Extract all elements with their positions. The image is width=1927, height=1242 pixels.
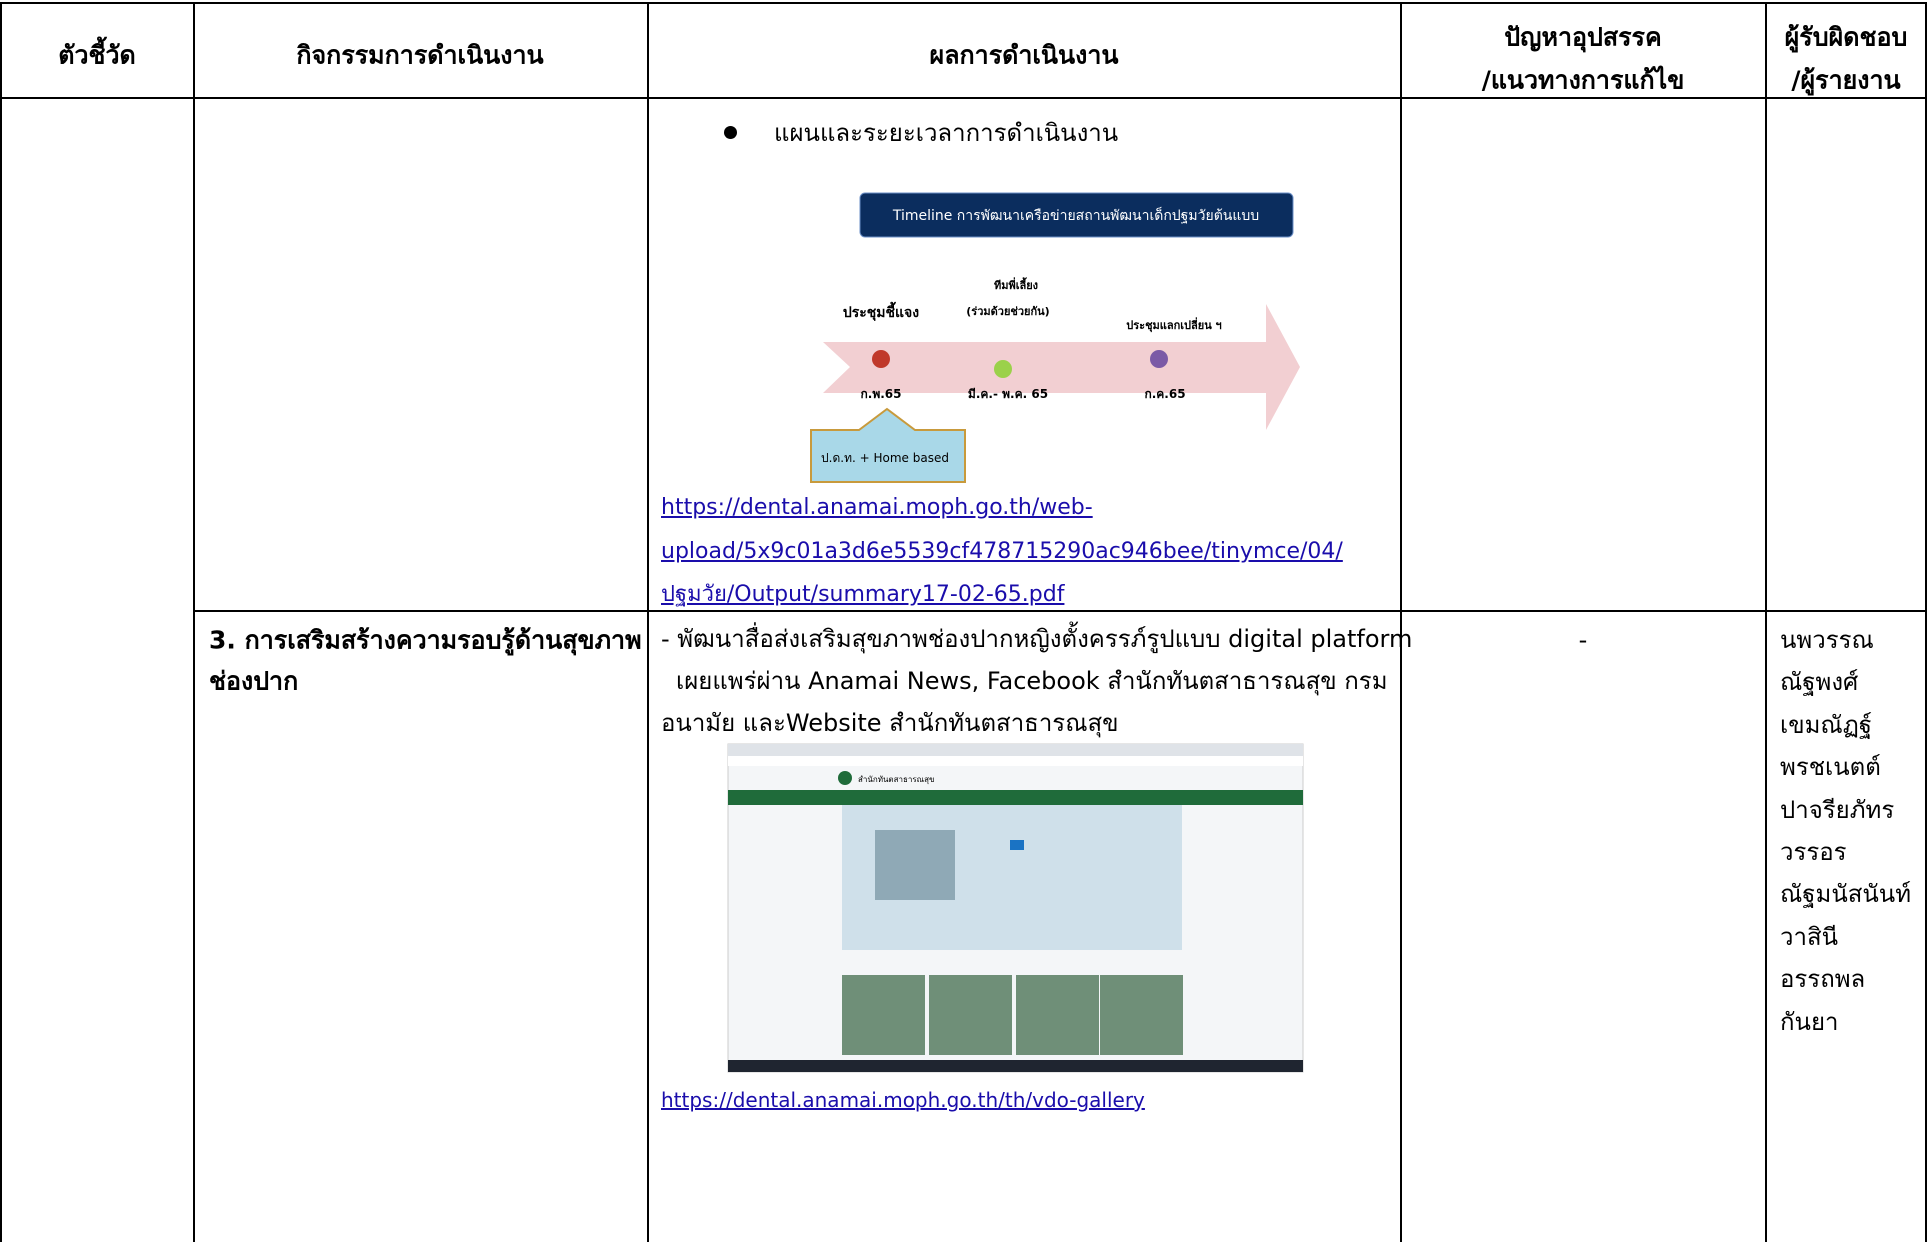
responsible-name: อรรถพล [1780,965,1866,994]
timeline-title: Timeline การพัฒนาเครือข่ายสถานพัฒนาเด็กป… [892,206,1259,224]
event-dot [994,360,1012,378]
responsible-name: ปาจรียภัทร [1780,795,1895,824]
rule [1765,2,1767,1242]
result-text: - พัฒนาสื่อส่งเสริมสุขภาพช่องปากหญิงตั้ง… [661,625,1413,653]
rule [193,2,195,1242]
rule [0,2,1927,4]
link[interactable]: https://dental.anamai.moph.go.th/web- [661,495,1093,520]
responsible-name: พรชเนตต์ [1780,753,1881,782]
event-label: ทีมพี่เลี้ยง [994,277,1038,292]
link[interactable]: https://dental.anamai.moph.go.th/th/vdo-… [661,1088,1145,1112]
header-cell: ผลการดำเนินงาน [929,40,1119,70]
responsible-name: นพวรรณ [1780,626,1874,654]
bullet-text: แผนและระยะเวลาการดำเนินงาน [774,119,1119,147]
rule [194,610,1927,612]
header-cell: กิจกรรมการดำเนินงาน [296,40,544,70]
link[interactable]: ปฐมวัย/Output/summary17-02-65.pdf [661,582,1065,607]
event-dot [872,350,890,368]
header-cell: ปัญหาอุปสรรค [1504,22,1662,52]
event-label: ประชุมชี้แจง [843,301,919,321]
base-callout [810,407,966,483]
link[interactable]: upload/5x9c01a3d6e5539cf478715290ac946be… [661,539,1343,564]
rule [1925,2,1927,1242]
website-screenshot: สำนักทันตสาธารณสุข [727,743,1304,1073]
responsible-name: วาสินี [1780,922,1839,951]
rule [1400,2,1402,1242]
rule [647,2,649,1242]
problem: - [1578,626,1588,654]
event-label: (ร่วมด้วยช่วยกัน) [966,305,1049,318]
result-text: อนามัย และWebsite สำนักทันตสาธารณสุข [661,709,1119,737]
responsible-name: ณัฐมนัสนันท์ [1780,880,1912,909]
event-dot [1150,350,1168,368]
event-date: มี.ค.- พ.ค. 65 [968,387,1048,401]
header-cell: ตัวชี้วัด [58,40,136,70]
event-label: ประชุมแลกเปลี่ยน ฯ [1126,317,1221,333]
header-cell: /แนวทางการแก้ไข [1481,65,1685,95]
timeline-arrow [823,304,1300,430]
event-date: ก.ค.65 [1144,387,1185,401]
activity: 3. การเสริมสร้างความรอบรู้ด้านสุขภาพ [209,625,642,655]
responsible-name: ณัฐพงศ์ [1780,668,1859,697]
rule [0,97,1927,99]
result-text: เผยแพร่ผ่าน Anamai News, Facebook สำนักท… [676,667,1388,695]
header-cell: /ผู้รายงาน [1791,65,1901,95]
responsible-name: เขมณัฏฐ์ [1780,710,1873,739]
bullet [724,126,737,139]
timeline-title-box [859,192,1294,238]
event-date: ก.พ.65 [861,387,902,401]
responsible-name: วรรอร [1780,838,1847,866]
rule [0,2,2,1242]
site-name: สำนักทันตสาธารณสุข [858,775,934,784]
header-cell: ผู้รับผิดชอบ [1784,22,1908,52]
responsible-name: กันยา [1780,1007,1839,1036]
base-label: ป.ด.ท. + Home based [821,451,949,465]
activity: ช่องปาก [209,666,299,696]
